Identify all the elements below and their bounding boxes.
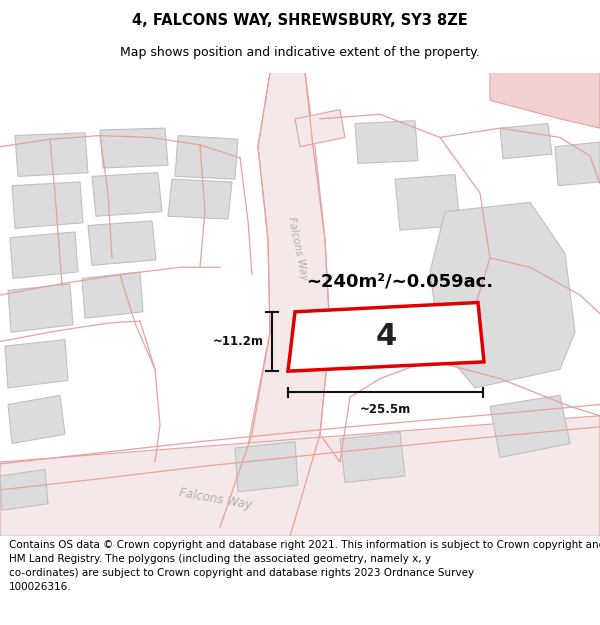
Polygon shape [288, 302, 484, 371]
Polygon shape [555, 142, 600, 186]
Polygon shape [430, 202, 575, 388]
Polygon shape [235, 72, 330, 536]
Polygon shape [92, 173, 162, 216]
Text: ~240m²/~0.059ac.: ~240m²/~0.059ac. [307, 272, 494, 290]
Polygon shape [82, 272, 143, 318]
Polygon shape [490, 72, 600, 128]
Polygon shape [355, 121, 418, 163]
Polygon shape [12, 182, 83, 228]
Polygon shape [8, 284, 73, 332]
Text: Map shows position and indicative extent of the property.: Map shows position and indicative extent… [120, 46, 480, 59]
Polygon shape [235, 442, 298, 492]
Polygon shape [100, 128, 168, 168]
Polygon shape [15, 132, 88, 176]
Polygon shape [320, 318, 422, 362]
Polygon shape [0, 416, 600, 536]
Polygon shape [88, 221, 156, 266]
Polygon shape [0, 469, 48, 510]
Polygon shape [10, 232, 78, 278]
Text: Falcons Way: Falcons Way [178, 486, 253, 512]
Polygon shape [295, 109, 345, 147]
Text: 4: 4 [376, 322, 397, 351]
Polygon shape [5, 339, 68, 388]
Polygon shape [168, 179, 232, 219]
Text: Contains OS data © Crown copyright and database right 2021. This information is : Contains OS data © Crown copyright and d… [9, 541, 600, 592]
Polygon shape [175, 136, 238, 179]
Polygon shape [490, 395, 570, 458]
Polygon shape [355, 318, 418, 360]
Text: 4, FALCONS WAY, SHREWSBURY, SY3 8ZE: 4, FALCONS WAY, SHREWSBURY, SY3 8ZE [132, 12, 468, 28]
Polygon shape [500, 124, 552, 159]
Text: ~11.2m: ~11.2m [213, 335, 264, 348]
Text: Falcons Way: Falcons Way [286, 216, 310, 281]
Text: ~25.5m: ~25.5m [360, 402, 411, 416]
Polygon shape [395, 174, 460, 230]
Polygon shape [340, 432, 405, 482]
Polygon shape [8, 395, 65, 444]
